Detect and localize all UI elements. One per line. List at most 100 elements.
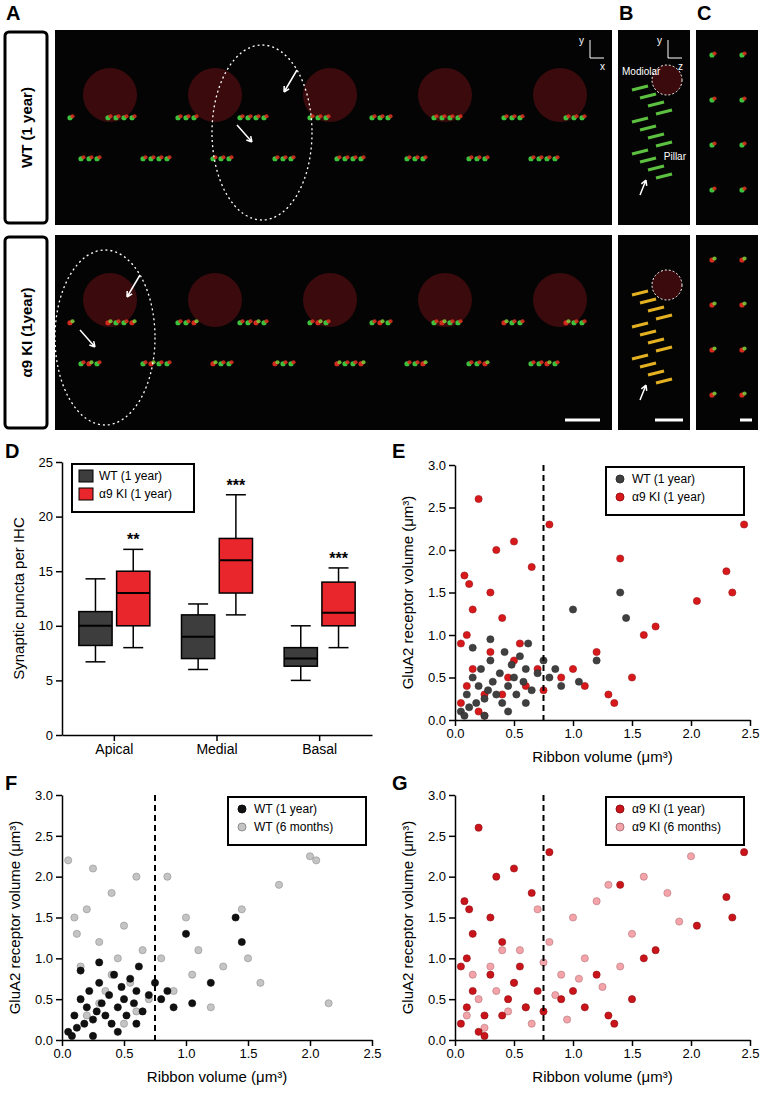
point [461, 572, 468, 579]
tick-label: Apical [95, 741, 133, 757]
tick-mark [449, 720, 455, 722]
point [581, 955, 588, 962]
legend-label: WT (6 months) [254, 820, 333, 834]
tick-label: 2.0 [301, 1046, 319, 1061]
dot [275, 360, 279, 364]
x-tick: 2.5 [741, 720, 759, 741]
y-axis-title: GluA2 receptor volume (μm³) [6, 821, 23, 1015]
synapse-streak [656, 142, 672, 146]
tick-label: 1.0 [177, 1046, 195, 1061]
point [640, 873, 647, 880]
point [139, 1008, 146, 1015]
y-tick: 3.0 [35, 788, 62, 803]
synapse-dot [358, 155, 365, 161]
point [481, 712, 488, 719]
whisker-cap [226, 494, 246, 496]
synapse-dot [474, 155, 481, 161]
tick-label: 0.0 [446, 726, 464, 741]
arrow [127, 275, 140, 297]
synapse-dot [709, 256, 716, 262]
image-label: y [657, 35, 662, 46]
dot [531, 155, 535, 159]
synapse-streak [648, 339, 664, 343]
dot [159, 155, 163, 159]
point [238, 938, 245, 945]
point [130, 1000, 137, 1007]
dot [469, 155, 473, 159]
whisker-lower [197, 659, 199, 670]
point [628, 674, 635, 681]
box-body [219, 538, 252, 593]
point [325, 1000, 332, 1007]
panel-letter: D [5, 440, 19, 462]
tick-label: 2.5 [741, 1046, 759, 1061]
tick-mark [56, 626, 62, 628]
legend: α9 KI (1 year)α9 KI (6 months) [606, 797, 744, 845]
dot [256, 114, 260, 118]
micrograph-a [55, 30, 612, 225]
dot [248, 114, 252, 118]
scatter-chart: 0.00.51.01.52.02.50.00.51.01.52.02.53.0G… [399, 458, 760, 765]
whisker-cap [329, 647, 349, 649]
dot [275, 155, 279, 159]
synapse-dot [113, 319, 120, 325]
point [461, 898, 468, 905]
box-median [219, 559, 252, 561]
point [516, 640, 523, 647]
point [605, 691, 612, 698]
plot-marks [79, 495, 355, 681]
synapse-dot [369, 114, 376, 120]
dot [539, 360, 543, 364]
point [89, 1032, 96, 1039]
dot [337, 155, 341, 159]
dot [116, 114, 120, 118]
synapse-streak [656, 174, 672, 178]
synapse-dot [94, 155, 101, 161]
row-label: α9 KI (1year) [18, 287, 35, 377]
dot [318, 319, 322, 323]
dot [337, 360, 341, 364]
synapse-dot [404, 360, 411, 366]
tick-label: 2.0 [35, 869, 53, 884]
tick-label: 0.5 [428, 992, 446, 1007]
dot [566, 319, 570, 323]
whisker-cap [188, 603, 208, 605]
dot [582, 114, 586, 118]
x-tick: 0.0 [446, 1040, 464, 1061]
synapse-dot [369, 319, 376, 325]
point [469, 606, 476, 613]
synapse-dot [739, 391, 746, 397]
point [158, 996, 165, 1003]
point [558, 996, 565, 1003]
synapse-streak [632, 355, 648, 359]
y-tick: 2.0 [428, 543, 455, 558]
point [520, 678, 527, 685]
point [693, 922, 700, 929]
tick-label: 1.5 [428, 910, 446, 925]
tick-mark [632, 1040, 634, 1046]
tick-mark [449, 795, 455, 797]
box-chart: ********ApicalMedialBasal0510152025Synap… [10, 455, 373, 757]
tick-mark [248, 1040, 250, 1046]
dot [124, 114, 128, 118]
point [457, 640, 464, 647]
legend-label: α9 KI (1 year) [632, 490, 705, 504]
synapse-streak [632, 291, 648, 295]
dot [547, 360, 551, 364]
dot [108, 114, 112, 118]
row-label: WT (1 year) [18, 87, 35, 168]
dot [566, 114, 570, 118]
point [558, 682, 565, 689]
y-axis-title: GluA2 receptor volume (μm³) [399, 496, 416, 690]
point [83, 1012, 90, 1019]
tick-mark [186, 1040, 188, 1046]
x-tick: 1.0 [564, 1040, 582, 1061]
tick-mark [56, 999, 62, 1001]
synapse-dot [94, 360, 101, 366]
whisker-upper [300, 626, 302, 648]
synapse-dot [358, 360, 365, 366]
point [463, 631, 470, 638]
dot [485, 155, 489, 159]
y-tick: 0.0 [35, 1033, 62, 1048]
tick-mark [56, 516, 62, 518]
